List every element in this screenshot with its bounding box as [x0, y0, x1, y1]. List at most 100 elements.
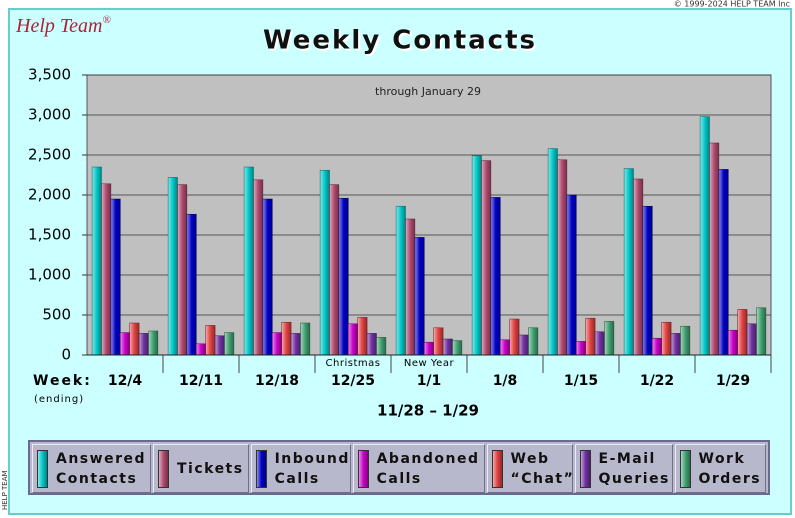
legend-swatch	[357, 449, 369, 488]
bar	[709, 142, 720, 356]
bar	[642, 205, 653, 356]
bar	[500, 339, 510, 356]
bar	[594, 331, 605, 356]
bar	[224, 332, 235, 356]
plot: 0 500 1,000 1,500 2,000 2,500 3,000 3,500 12/4 12…	[28, 66, 772, 389]
bar	[253, 179, 264, 356]
x-tick-label: 1/22	[640, 373, 674, 389]
bar	[272, 332, 282, 356]
title-shadow: Weekly Contacts	[265, 28, 539, 58]
bar	[756, 307, 767, 356]
bar	[357, 317, 368, 356]
legend-label: Abandoned Calls	[376, 450, 480, 487]
bar	[405, 218, 416, 356]
y-tick-label: 3,500	[28, 66, 71, 84]
bar	[148, 330, 159, 356]
bar	[205, 325, 216, 356]
legend: Answered Contacts Tickets Inbound Calls Aba…	[28, 440, 770, 495]
legend-item: E-Mail Queries	[574, 444, 673, 493]
x-tick-label: 12/25	[331, 373, 375, 389]
bar	[604, 321, 615, 356]
bar	[528, 327, 539, 356]
side-label: HELP TEAM	[1, 470, 9, 510]
bar	[300, 322, 311, 356]
bar	[348, 323, 358, 356]
y-tick-label: 2,500	[28, 146, 71, 164]
y-tick-label: 0	[61, 346, 71, 364]
bar	[718, 169, 729, 356]
bar	[91, 166, 102, 356]
logo-text: Help Team	[15, 15, 102, 37]
bar	[319, 169, 330, 356]
annotation: Christmas	[326, 358, 381, 369]
bar	[633, 178, 644, 356]
bar	[138, 333, 149, 356]
legend-swatch	[579, 449, 591, 488]
x-label-note: (ending)	[34, 394, 84, 405]
legend-label: Work Orders	[698, 450, 762, 487]
legend-label: Tickets	[176, 460, 244, 477]
bar	[101, 183, 112, 356]
bar	[329, 184, 340, 356]
legend-item: Inbound Calls	[250, 444, 351, 493]
legend-item: Answered Contacts	[32, 444, 151, 493]
legend-swatch	[679, 449, 691, 488]
y-tick-label: 500	[42, 306, 71, 324]
bar	[547, 148, 558, 356]
bar	[490, 197, 501, 356]
date-range: 11/28 – 1/29	[377, 402, 479, 420]
bar	[471, 155, 482, 356]
bar	[585, 317, 596, 356]
bar	[433, 327, 444, 356]
x-tick-label: 1/29	[716, 373, 750, 389]
x-tick-label: 12/4	[108, 373, 143, 389]
legend-swatch	[255, 449, 267, 488]
legend-label: Inbound Calls	[274, 450, 350, 487]
chart-title: Weekly Contacts	[263, 26, 537, 56]
legend-item: Work Orders	[674, 444, 767, 493]
bar	[129, 322, 140, 356]
x-tick-label: 12/18	[255, 373, 299, 389]
legend-item: Tickets	[152, 444, 249, 493]
bar	[442, 338, 453, 356]
bar	[214, 335, 225, 356]
x-tick-label: 1/8	[493, 373, 518, 389]
bar	[652, 337, 662, 356]
bar	[728, 329, 738, 356]
legend-swatch	[157, 449, 169, 488]
bar	[177, 184, 188, 356]
legend-item: Web “Chat”	[486, 444, 573, 493]
bar	[376, 337, 387, 356]
bar	[576, 341, 586, 356]
legend-item: Abandoned Calls	[352, 444, 485, 493]
bar	[281, 321, 292, 356]
bar	[186, 213, 197, 356]
bar	[670, 333, 681, 356]
bar	[737, 309, 748, 356]
bar	[509, 318, 520, 356]
bar	[262, 198, 273, 356]
bar	[366, 333, 377, 356]
legend-label: E-Mail Queries	[598, 450, 670, 487]
logo-mark: ®	[102, 14, 111, 26]
bar	[110, 198, 121, 356]
bar	[424, 341, 434, 356]
bar	[566, 194, 577, 356]
subtitle: through January 29	[375, 85, 481, 98]
x-tick-label: 1/1	[417, 373, 442, 389]
y-tick-label: 2,000	[28, 186, 71, 204]
bar	[481, 160, 492, 356]
bar	[623, 168, 634, 356]
bar	[746, 323, 757, 356]
y-tick-label: 1,000	[28, 266, 71, 284]
logo: Help Team®	[15, 14, 111, 37]
bar	[290, 333, 301, 356]
copyright: © 1999-2024 HELP TEAM Inc	[674, 0, 790, 9]
x-label: Week:	[33, 373, 92, 389]
bar	[661, 321, 672, 356]
bar	[452, 340, 463, 356]
y-tick-label: 1,500	[28, 226, 71, 244]
bar	[167, 177, 178, 356]
